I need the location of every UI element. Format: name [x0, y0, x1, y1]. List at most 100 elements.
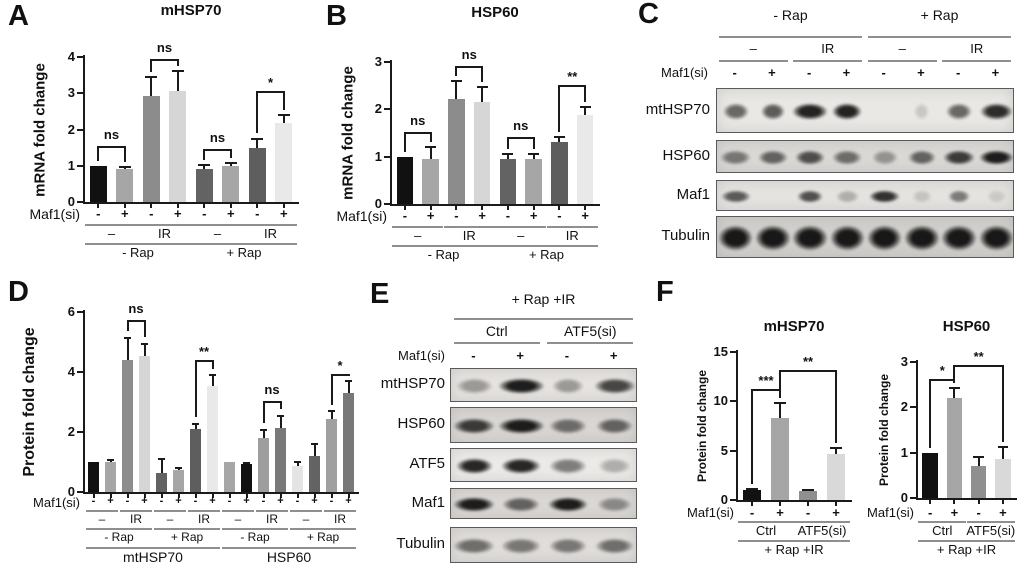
- bar: [190, 429, 201, 492]
- x-tick: [109, 494, 112, 498]
- protein-band: [497, 417, 545, 435]
- maf1-sign: +: [209, 495, 216, 507]
- group-underline: [85, 243, 191, 245]
- x-axis: [83, 202, 299, 204]
- y-tick: [77, 491, 83, 493]
- panel-d-bar-chart-protein: 0 2 4 6 ns ** ns * Maf1(si) - + - + - + - + - + - + - + - + – IR – I…: [0, 280, 370, 581]
- y-axis-label: Protein fold change: [877, 373, 891, 487]
- error-bar-cap: [311, 443, 318, 445]
- y-tick: [77, 201, 83, 203]
- group-underline: [323, 510, 357, 512]
- y-tick-label: 2: [67, 121, 75, 137]
- significance-bracket: [330, 373, 350, 376]
- group-underline: [794, 521, 850, 523]
- y-tick-label: 3: [374, 54, 382, 69]
- maf1-sign: +: [243, 495, 250, 507]
- x-tick: [150, 204, 153, 208]
- maf1-sign: -: [149, 206, 154, 221]
- bar: [499, 158, 517, 204]
- significance-bracket: [751, 389, 753, 484]
- error-bar: [429, 146, 432, 159]
- significance-bracket: [455, 65, 458, 77]
- protein-band: [549, 458, 587, 474]
- y-tick: [384, 203, 390, 205]
- error-bar: [194, 423, 197, 429]
- error-bar-cap: [175, 467, 182, 469]
- blot-row-label: mtHSP70: [645, 100, 710, 118]
- bar: [275, 427, 286, 492]
- group-label: IR: [198, 512, 210, 526]
- x-tick: [977, 500, 980, 504]
- y-tick-label: 5: [720, 442, 728, 458]
- significance-bracket: [584, 84, 587, 102]
- panel-label-a: A: [8, 0, 29, 32]
- group-underline: [453, 342, 540, 344]
- error-bar: [211, 375, 214, 386]
- error-bar: [977, 457, 980, 467]
- x-tick: [807, 502, 809, 506]
- maf1-sign: -: [927, 505, 933, 520]
- protein-band: [947, 189, 971, 203]
- bar: [970, 466, 987, 498]
- maf1-sign: +: [107, 495, 114, 507]
- maf1-row-label: Maf1(si): [687, 505, 734, 520]
- significance-bracket: [150, 58, 179, 61]
- y-tick: [910, 406, 916, 409]
- y-tick-label: 3: [67, 85, 75, 101]
- blot-row-label: ATF5: [409, 455, 445, 472]
- significance-bracket: [150, 58, 153, 72]
- x-tick: [330, 494, 333, 498]
- group-underline: [244, 224, 297, 226]
- group-underline: [547, 342, 634, 344]
- blot-strip: [716, 140, 1014, 173]
- protein-band: [979, 102, 1013, 121]
- bar: [827, 453, 845, 500]
- error-bar-cap: [107, 458, 114, 461]
- x-tick: [123, 204, 126, 208]
- significance-bracket: [194, 360, 214, 362]
- significance-bracket: [751, 389, 781, 392]
- maf1-sign: -: [295, 495, 300, 507]
- error-bar-cap: [118, 165, 131, 168]
- group-underline: [966, 521, 1015, 523]
- y-tick: [910, 497, 916, 499]
- maf1-sign: -: [125, 495, 130, 507]
- error-bar-cap: [277, 414, 284, 417]
- significance-bracket: [256, 91, 285, 94]
- group-underline: [289, 510, 323, 512]
- protein-band: [453, 496, 496, 513]
- blot-strip: [450, 488, 637, 519]
- panel-label-f: F: [656, 276, 674, 308]
- x-axis: [736, 500, 852, 502]
- maf1-sign: +: [173, 206, 182, 221]
- maf1-sign: +: [917, 65, 925, 80]
- group-underline: [793, 60, 862, 62]
- maf1-sign: -: [881, 65, 886, 80]
- chart-title: mHSP70: [160, 2, 222, 19]
- error-bar: [143, 343, 146, 356]
- maf1-sign: -: [505, 208, 511, 223]
- group-label: –: [517, 228, 525, 243]
- significance-label: *: [267, 75, 274, 91]
- significance-bracket: [506, 136, 535, 139]
- protein-band: [549, 538, 587, 554]
- bar: [139, 355, 150, 492]
- bar: [799, 490, 817, 500]
- bar: [771, 418, 789, 500]
- error-bar-cap: [171, 69, 184, 72]
- chart-title: HSP60: [942, 318, 991, 335]
- maf1-sign: +: [426, 208, 435, 223]
- error-bar-cap: [553, 135, 565, 138]
- y-tick: [910, 361, 916, 363]
- significance-bracket: [126, 319, 146, 322]
- bar: [309, 456, 320, 492]
- bar: [576, 115, 594, 204]
- maf1-row-label: Maf1(si): [867, 505, 914, 520]
- group-label: - Rap: [104, 530, 134, 544]
- group-underline: [221, 510, 255, 512]
- y-tick-label: 4: [67, 49, 75, 64]
- y-tick: [77, 92, 83, 95]
- error-bar: [126, 337, 129, 360]
- x-tick: [347, 494, 350, 498]
- protein-band: [904, 224, 940, 251]
